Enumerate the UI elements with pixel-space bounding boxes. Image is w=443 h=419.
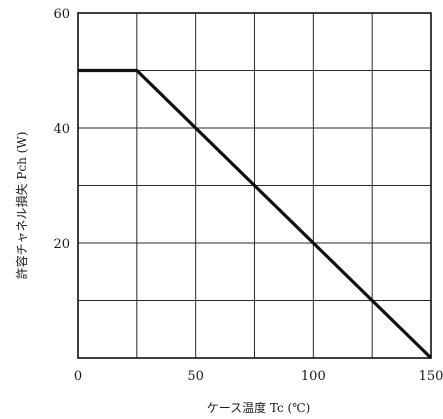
series-layer (78, 68, 433, 360)
derating-curve (78, 68, 433, 360)
tick-labels: 0 50 100 150 20 40 60 (53, 7, 443, 384)
x-tick-label: 50 (187, 369, 204, 384)
plot-frame (77, 12, 432, 359)
y-axis-title: 許容チャネル損失 Pch (W) (14, 132, 29, 280)
y-tick-label: 60 (53, 7, 70, 22)
y-tick-label: 40 (53, 122, 70, 137)
x-tick-label: 150 (419, 369, 443, 384)
x-tick-label: 100 (301, 369, 326, 384)
x-axis-title: ケース温度 Tc (℃) (207, 400, 311, 415)
y-tick-label: 20 (53, 237, 70, 252)
x-tick-label: 0 (74, 369, 82, 384)
